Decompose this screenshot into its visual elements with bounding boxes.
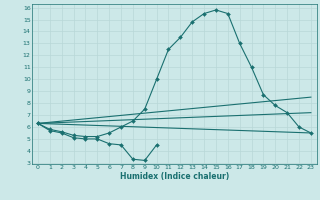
X-axis label: Humidex (Indice chaleur): Humidex (Indice chaleur) [120, 172, 229, 181]
